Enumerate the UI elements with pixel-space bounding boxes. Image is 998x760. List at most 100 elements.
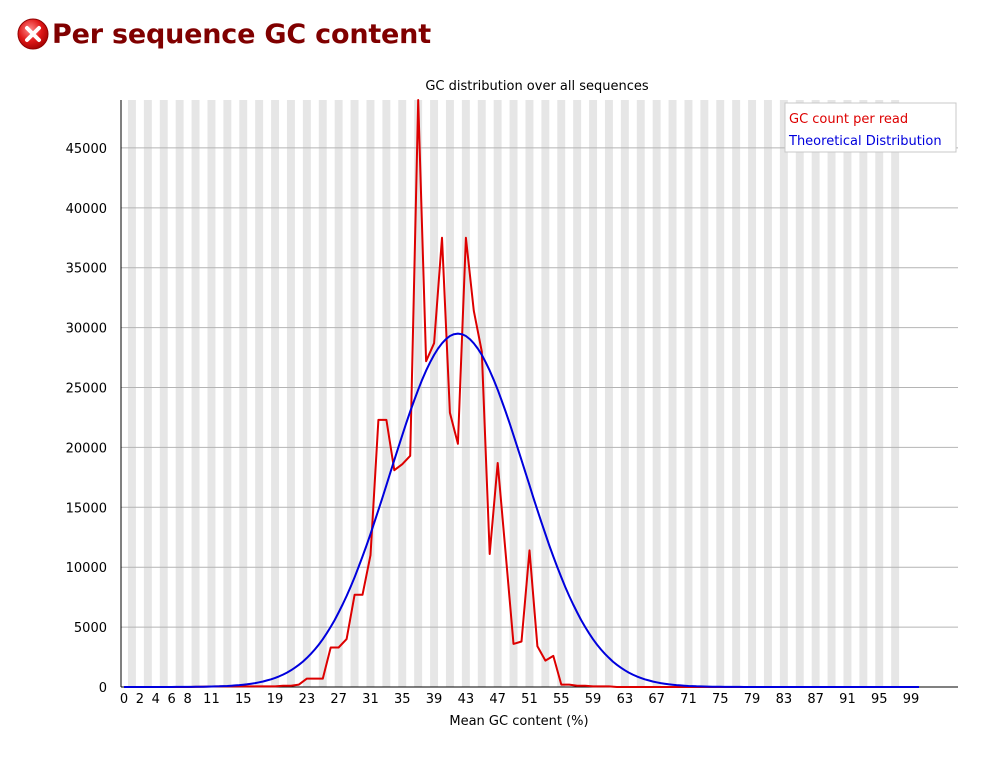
background-band bbox=[318, 100, 327, 687]
x-tick-label: 35 bbox=[394, 692, 411, 707]
x-tick-label: 59 bbox=[585, 692, 602, 707]
x-tick-label: 95 bbox=[871, 692, 888, 707]
background-band bbox=[350, 100, 359, 687]
page-title: Per sequence GC content bbox=[52, 18, 431, 50]
x-tick-label: 11 bbox=[203, 692, 220, 707]
background-band bbox=[191, 100, 200, 687]
background-band bbox=[207, 100, 216, 687]
y-tick-label: 25000 bbox=[66, 382, 107, 397]
background-band bbox=[620, 100, 629, 687]
x-tick-label: 99 bbox=[903, 692, 920, 707]
legend-box bbox=[784, 102, 957, 153]
background-band bbox=[223, 100, 232, 687]
x-tick-label: 83 bbox=[776, 692, 793, 707]
background-band bbox=[271, 100, 280, 687]
x-tick-label: 63 bbox=[617, 692, 634, 707]
x-tick-label: 6 bbox=[168, 692, 176, 707]
x-tick-label: 91 bbox=[839, 692, 856, 707]
background-band bbox=[366, 100, 375, 687]
background-band bbox=[127, 100, 136, 687]
background-band bbox=[477, 100, 486, 687]
y-tick-label: 35000 bbox=[66, 262, 107, 277]
x-tick-label: 2 bbox=[136, 692, 144, 707]
x-tick-label: 39 bbox=[426, 692, 443, 707]
x-tick-label: 43 bbox=[458, 692, 475, 707]
background-band bbox=[763, 100, 772, 687]
background-band bbox=[589, 100, 598, 687]
background-band bbox=[334, 100, 343, 687]
background-band bbox=[541, 100, 550, 687]
background-band bbox=[604, 100, 613, 687]
background-band bbox=[795, 100, 804, 687]
x-tick-label: 27 bbox=[330, 692, 347, 707]
y-tick-label: 30000 bbox=[66, 322, 107, 337]
legend-entry: Theoretical Distribution bbox=[788, 134, 942, 149]
background-band bbox=[668, 100, 677, 687]
background-band bbox=[652, 100, 661, 687]
x-tick-label: 8 bbox=[183, 692, 191, 707]
background-band bbox=[636, 100, 645, 687]
background-band bbox=[382, 100, 391, 687]
x-tick-label: 15 bbox=[235, 692, 252, 707]
x-tick-label: 19 bbox=[267, 692, 284, 707]
background-band bbox=[684, 100, 693, 687]
x-tick-label: 75 bbox=[712, 692, 729, 707]
y-axis-tick-labels: 0 5000 10000 15000 20000 25000 30000 35000 40000… bbox=[66, 142, 107, 696]
background-band bbox=[255, 100, 264, 687]
y-tick-label: 15000 bbox=[66, 501, 107, 516]
x-axis-label: Mean GC content (%) bbox=[449, 714, 588, 729]
background-band bbox=[557, 100, 566, 687]
background-band bbox=[286, 100, 295, 687]
background-band bbox=[732, 100, 741, 687]
y-tick-label: 40000 bbox=[66, 202, 107, 217]
background-band bbox=[811, 100, 820, 687]
background-band bbox=[239, 100, 248, 687]
background-band bbox=[779, 100, 788, 687]
background-band bbox=[175, 100, 184, 687]
background-band bbox=[827, 100, 836, 687]
chart-title: GC distribution over all sequences bbox=[425, 79, 649, 94]
y-tick-label: 20000 bbox=[66, 441, 107, 456]
y-tick-label: 5000 bbox=[74, 621, 107, 636]
background-band bbox=[748, 100, 757, 687]
background-band bbox=[430, 100, 439, 687]
background-band bbox=[461, 100, 470, 687]
x-tick-label: 71 bbox=[680, 692, 697, 707]
x-tick-label: 23 bbox=[299, 692, 316, 707]
background-band bbox=[414, 100, 423, 687]
background-band bbox=[143, 100, 152, 687]
background-band bbox=[493, 100, 502, 687]
background-band bbox=[509, 100, 518, 687]
x-tick-label: 55 bbox=[553, 692, 570, 707]
error-icon bbox=[16, 17, 50, 51]
horizontal-gridlines bbox=[121, 147, 958, 628]
report-header: Per sequence GC content bbox=[16, 14, 431, 54]
background-band bbox=[843, 100, 852, 687]
plot-background-bands bbox=[127, 100, 900, 687]
background-band bbox=[398, 100, 407, 687]
background-band bbox=[159, 100, 168, 687]
background-band bbox=[875, 100, 884, 687]
legend-entry: GC count per read bbox=[789, 112, 908, 127]
x-tick-label: 4 bbox=[152, 692, 160, 707]
y-tick-label: 0 bbox=[99, 681, 107, 696]
background-band bbox=[700, 100, 709, 687]
background-band bbox=[716, 100, 725, 687]
x-tick-label: 51 bbox=[521, 692, 538, 707]
x-tick-label: 67 bbox=[648, 692, 665, 707]
x-axis-tick-labels: 0 2 4 6 8 11 15 19 23 27 31 35 39 43 47 51 55 59 63 67 71 75 7… bbox=[120, 692, 919, 707]
background-band bbox=[859, 100, 868, 687]
x-tick-label: 0 bbox=[120, 692, 128, 707]
x-tick-label: 31 bbox=[362, 692, 379, 707]
x-tick-label: 47 bbox=[489, 692, 506, 707]
chart-legend: GC count per read Theoretical Distributio… bbox=[784, 102, 957, 153]
x-tick-label: 87 bbox=[807, 692, 824, 707]
y-tick-label: 45000 bbox=[66, 142, 107, 157]
theoretical-distribution-line bbox=[124, 332, 919, 688]
series-lines bbox=[124, 99, 919, 688]
x-tick-label: 79 bbox=[744, 692, 761, 707]
background-band bbox=[891, 100, 900, 687]
background-band bbox=[573, 100, 582, 687]
background-band bbox=[525, 100, 534, 687]
